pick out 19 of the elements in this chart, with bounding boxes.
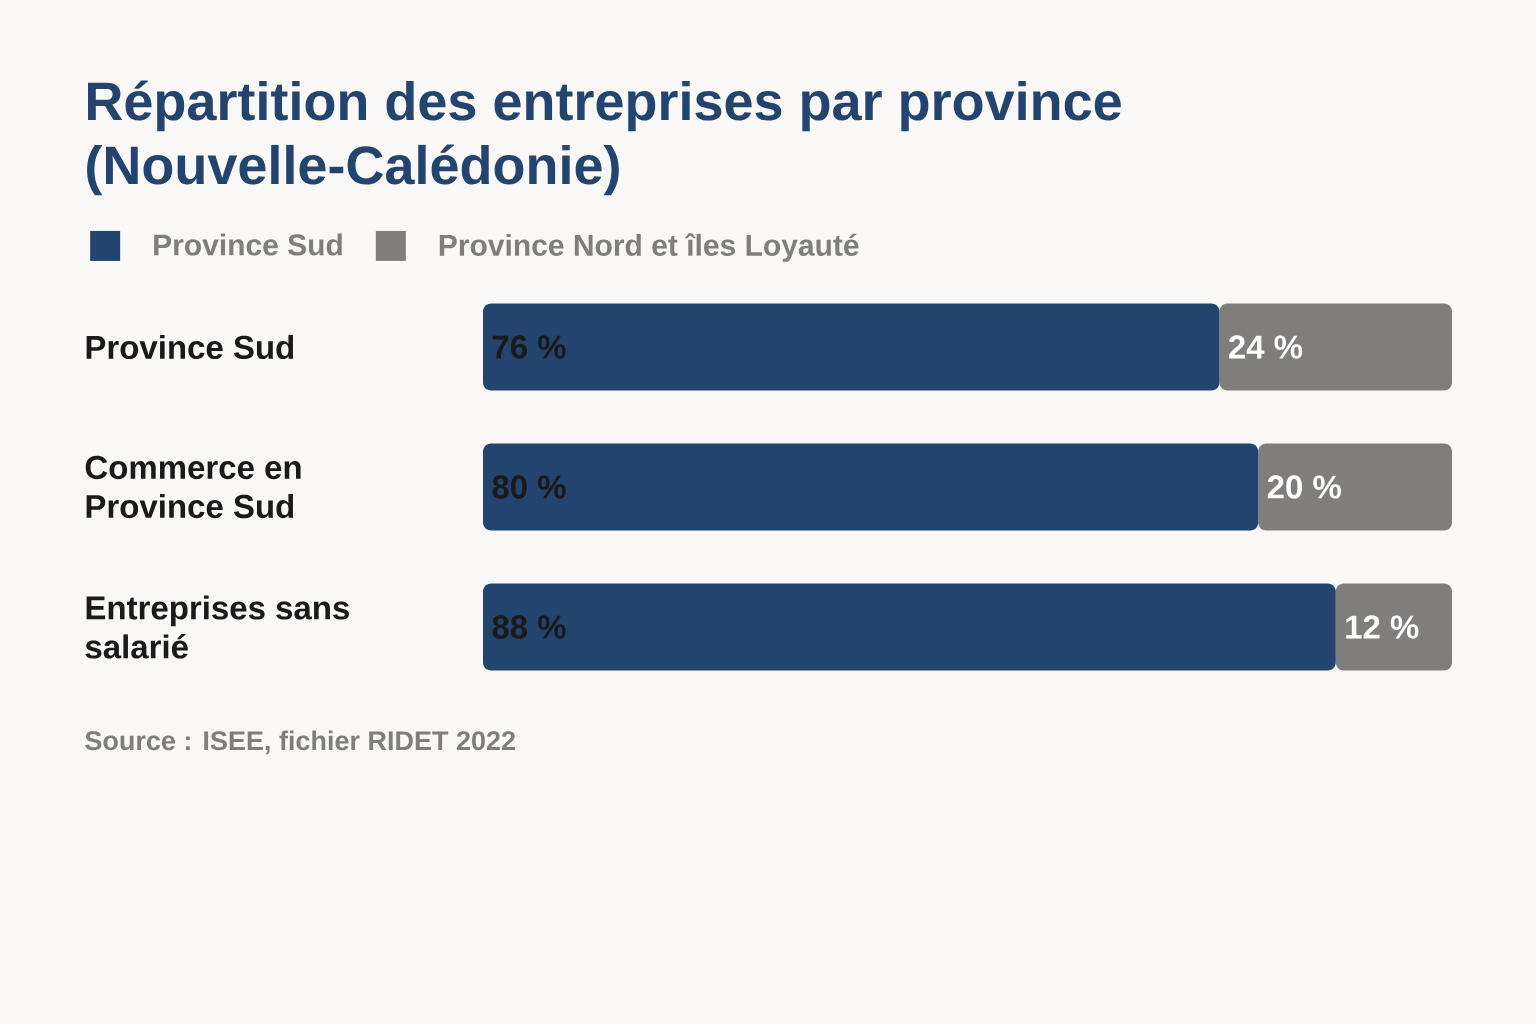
data-label: 88 % bbox=[492, 615, 566, 639]
data-label: 80 % bbox=[492, 475, 566, 499]
bar bbox=[483, 303, 1220, 391]
bar bbox=[1335, 583, 1453, 671]
data-label: 24 % bbox=[1229, 335, 1303, 359]
data-label: 20 % bbox=[1267, 475, 1341, 499]
y-tick-label: Entreprises sans salarié bbox=[85, 595, 349, 659]
bar bbox=[483, 583, 1336, 671]
bar bbox=[1219, 303, 1453, 391]
bar bbox=[483, 443, 1259, 531]
bar bbox=[1258, 443, 1453, 531]
y-tick-label: Province Sud bbox=[86, 334, 294, 360]
legend-label: Province Nord et îles Loyauté bbox=[439, 233, 859, 262]
y-tick-label: Commerce en Province Sud bbox=[85, 455, 301, 519]
data-label: 12 % bbox=[1346, 615, 1419, 639]
chart-title: Répartition des entreprises par province (Nouvelle-Calédonie) bbox=[87, 80, 1121, 196]
legend-label: Province Sud bbox=[154, 233, 342, 256]
source-note: Source : ISEE, fichier RIDET 2022 bbox=[85, 730, 515, 755]
data-label: 76 % bbox=[492, 335, 566, 359]
